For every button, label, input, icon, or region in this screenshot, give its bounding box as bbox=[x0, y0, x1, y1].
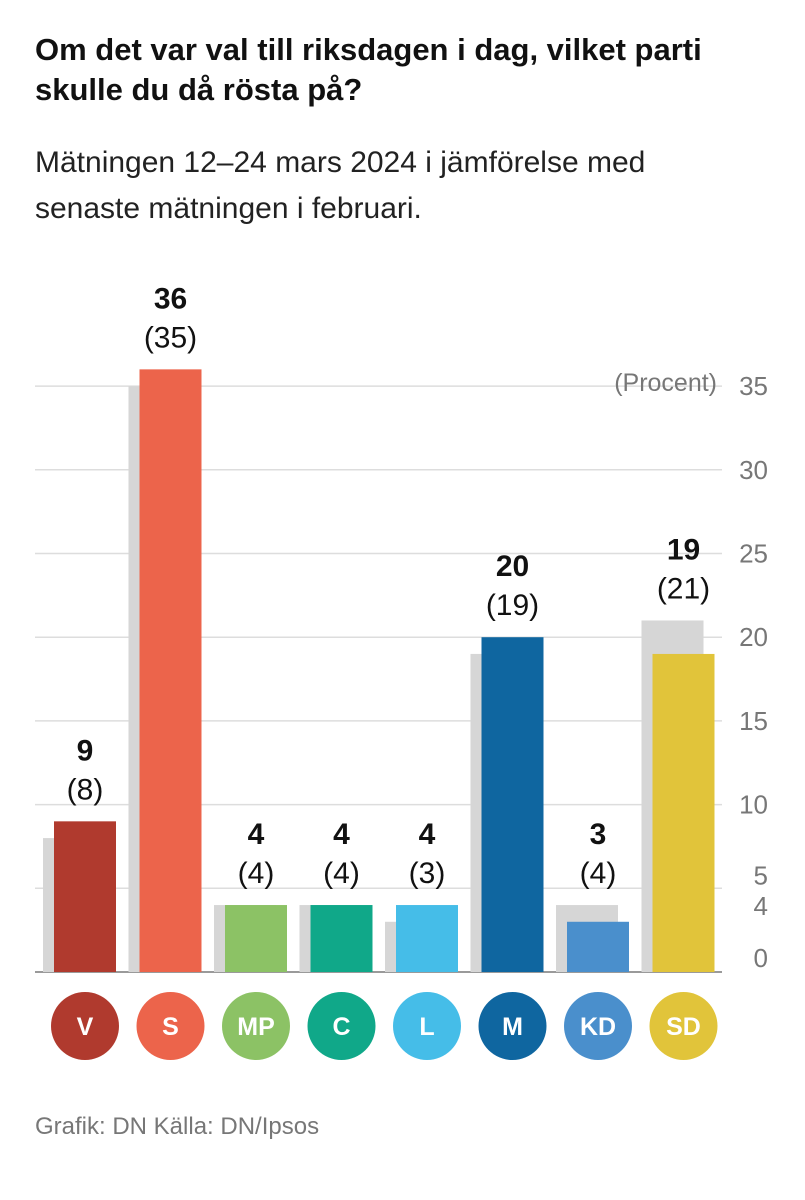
party-circle bbox=[222, 992, 290, 1060]
y-tick-label: 35 bbox=[739, 371, 768, 401]
previous-value-label: (4) bbox=[238, 857, 275, 890]
party-circle bbox=[51, 992, 119, 1060]
current-bar bbox=[396, 905, 458, 972]
chart-subtitle: Mätningen 12–24 mars 2024 i jämförelse m… bbox=[35, 146, 646, 225]
category-label: L bbox=[419, 1013, 434, 1041]
category-label: KD bbox=[580, 1013, 616, 1041]
party-circle bbox=[393, 992, 461, 1060]
current-value-label: 4 bbox=[248, 818, 265, 851]
bar-chart: 045101520253035(Procent)(8)9V(35)36S(4)4… bbox=[35, 282, 768, 1060]
party-circle bbox=[649, 992, 718, 1060]
source-footer: Grafik: DN Källa: DN/Ipsos bbox=[35, 1113, 320, 1140]
y-tick-label: 4 bbox=[754, 891, 768, 921]
current-bar bbox=[310, 905, 373, 972]
y-tick-label: 5 bbox=[754, 860, 768, 890]
party-circle bbox=[136, 992, 205, 1060]
current-value-label: 19 bbox=[667, 533, 700, 566]
current-value-label: 4 bbox=[333, 818, 350, 851]
y-tick-label: 0 bbox=[754, 943, 768, 973]
category-label: V bbox=[77, 1013, 94, 1041]
party-circle bbox=[564, 992, 632, 1060]
current-bar bbox=[225, 905, 287, 972]
current-bar bbox=[567, 921, 629, 972]
current-bar bbox=[54, 821, 116, 972]
current-value-label: 3 bbox=[590, 818, 607, 851]
current-bar bbox=[481, 637, 544, 972]
previous-value-label: (3) bbox=[409, 857, 446, 890]
category-label: S bbox=[162, 1013, 179, 1041]
unit-label: (Procent) bbox=[614, 369, 717, 397]
previous-value-label: (4) bbox=[580, 857, 617, 890]
previous-value-label: (8) bbox=[67, 773, 104, 806]
category-label: SD bbox=[666, 1013, 701, 1041]
previous-value-label: (4) bbox=[323, 857, 360, 890]
y-tick-label: 30 bbox=[739, 455, 768, 485]
y-tick-label: 15 bbox=[739, 706, 768, 736]
current-value-label: 4 bbox=[419, 818, 436, 851]
previous-value-label: (21) bbox=[657, 572, 710, 605]
current-bar bbox=[139, 369, 202, 972]
current-bar bbox=[652, 653, 715, 972]
y-tick-label: 20 bbox=[739, 622, 768, 652]
current-value-label: 20 bbox=[496, 550, 529, 583]
party-circle bbox=[478, 992, 547, 1060]
party-circle bbox=[307, 992, 376, 1060]
previous-value-label: (19) bbox=[486, 589, 539, 622]
current-value-label: 36 bbox=[154, 282, 187, 315]
current-value-label: 9 bbox=[77, 734, 94, 767]
y-tick-label: 10 bbox=[739, 790, 768, 820]
y-tick-label: 25 bbox=[739, 539, 768, 569]
chart-title: Om det var val till riksdagen i dag, vil… bbox=[35, 32, 702, 107]
previous-value-label: (35) bbox=[144, 321, 197, 354]
category-label: MP bbox=[237, 1013, 275, 1041]
category-label: M bbox=[502, 1013, 523, 1041]
category-label: C bbox=[332, 1013, 350, 1041]
